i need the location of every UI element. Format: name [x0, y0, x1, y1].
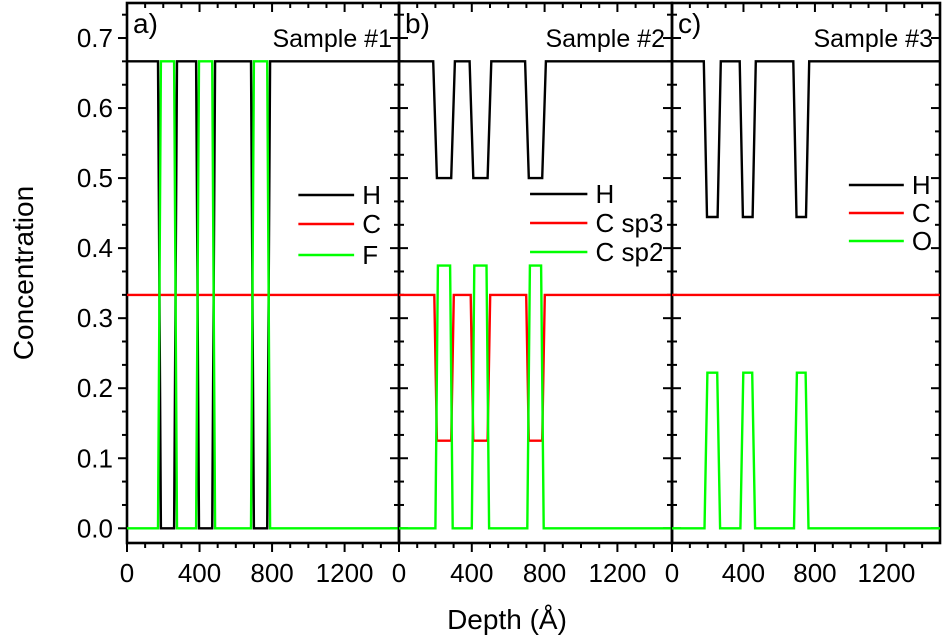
legend-label: F [362, 240, 378, 270]
x-tick-label: 0 [392, 558, 406, 588]
panel-title-sample-1: Sample #1 [272, 25, 392, 53]
legend-entry-C-sp3: C sp3 [530, 208, 663, 238]
panel-frame [670, 1, 942, 545]
legend: HCF [298, 180, 381, 270]
series-line-H [127, 60, 399, 530]
legend-label: H [596, 179, 615, 209]
y-axis-title: Concentration [8, 185, 39, 361]
y-tick-label: 0.0 [77, 513, 113, 543]
panel-c: 0 400 800 1200 c) Sample #3 HCO [665, 1, 942, 588]
legend-entry-C: C [298, 209, 381, 239]
y-tick-label: 0.7 [77, 23, 113, 53]
x-tick-label: 1200 [588, 558, 646, 588]
legend-label: H [912, 170, 931, 200]
y-tick-label: 0.4 [77, 233, 113, 263]
y-tick-label: 0.5 [77, 163, 113, 193]
x-tick-label: 400 [450, 558, 493, 588]
x-axis-title: Depth (Å) [447, 604, 567, 635]
x-tick-label: 800 [250, 558, 293, 588]
panel-letter-b: b) [405, 8, 430, 39]
legend-entry-C: C [848, 198, 931, 228]
series-line-C-sp3 [399, 293, 672, 442]
panel-letter-a: a) [133, 8, 158, 39]
legend-entry-H: H [530, 179, 614, 209]
series-line-O [672, 371, 940, 530]
legend-label: C sp2 [596, 237, 664, 267]
legend-label: C sp3 [596, 208, 664, 238]
y-tick-label: 0.1 [77, 443, 113, 473]
panel-letter-c: c) [678, 8, 701, 39]
legend-label: H [362, 180, 381, 210]
y-tick-label: 0.3 [77, 303, 113, 333]
series-line-H [672, 60, 940, 219]
panel-title-sample-3: Sample #3 [813, 25, 933, 53]
x-tick-label: 0 [120, 558, 134, 588]
panel-frame [397, 1, 674, 545]
legend-entry-H: H [298, 180, 381, 210]
legend: HCO [848, 170, 932, 256]
legend-entry-H: H [848, 170, 931, 200]
legend-entry-F: F [298, 240, 378, 270]
series-line-C-sp2 [399, 264, 672, 530]
x-tick-label: 800 [523, 558, 566, 588]
panel-frame [125, 1, 401, 545]
y-tick-label: 0.2 [77, 373, 113, 403]
series-line-F [127, 60, 399, 530]
x-tick-label: 400 [178, 558, 221, 588]
legend-label: C [362, 209, 381, 239]
x-tick-label: 1200 [316, 558, 374, 588]
series-line-H [399, 60, 672, 180]
y-tick-label: 0.6 [77, 93, 113, 123]
legend-entry-C-sp2: C sp2 [530, 237, 663, 267]
panel-title-sample-2: Sample #2 [545, 25, 665, 53]
x-tick-label: 1200 [857, 558, 915, 588]
x-tick-label: 800 [793, 558, 836, 588]
legend-label: C [912, 198, 931, 228]
x-tick-label: 400 [722, 558, 765, 588]
x-tick-label: 0 [665, 558, 679, 588]
legend-label: O [912, 226, 932, 256]
panel-a: 0 400 800 1200 0.0 0.1 0.2 0.3 0.4 0.5 0.6 0.7 a) Sam… [77, 1, 401, 588]
legend-entry-O: O [848, 226, 932, 256]
